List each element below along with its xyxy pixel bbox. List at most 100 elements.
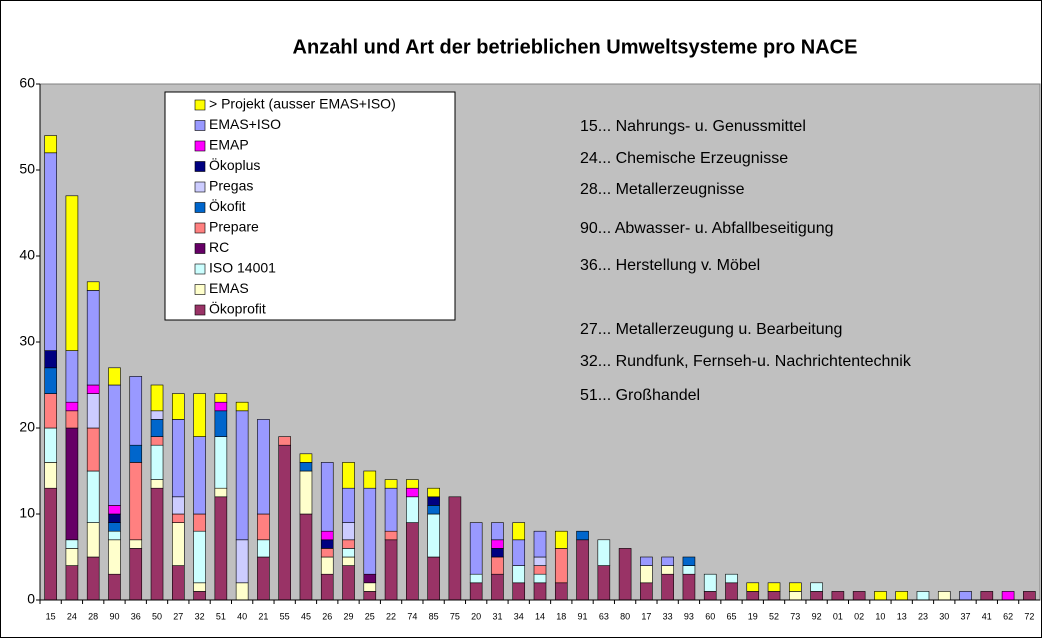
- bar-segment: [703, 573, 717, 592]
- x-tick-label: 36: [131, 611, 141, 621]
- bar-segment: [86, 427, 100, 472]
- bar-segment: [150, 436, 164, 446]
- annotation: 32... Rundfunk, Fernseh-u. Nachrichtente…: [580, 353, 912, 370]
- bar-segment: [257, 419, 270, 515]
- legend-swatch: [194, 181, 206, 193]
- bar-segment: [661, 565, 674, 575]
- bar-segment: [363, 573, 377, 584]
- bar-segment: [554, 548, 568, 584]
- bar-segment: [491, 522, 504, 541]
- bar-segment: [363, 591, 377, 601]
- legend-label: Ökoplus: [209, 156, 260, 173]
- legend-swatch: [194, 222, 206, 234]
- bar-segment: [65, 548, 79, 566]
- bar-segment: [193, 591, 206, 601]
- x-tick-label: 28: [88, 611, 98, 621]
- bar-segment: [171, 419, 185, 498]
- bar-segment: [725, 573, 738, 584]
- x-tick-label: 20: [471, 611, 481, 621]
- bar-segment: [129, 444, 143, 463]
- x-tick-label: 34: [514, 611, 524, 621]
- bar-segment: [597, 539, 611, 566]
- legend-swatch: [194, 202, 206, 213]
- bar-segment: [533, 565, 547, 575]
- legend-swatch: [194, 120, 206, 131]
- bar-segment: [86, 522, 100, 558]
- bar-segment: [554, 582, 568, 601]
- bar-segment: [533, 582, 547, 601]
- bar-segment: [448, 496, 462, 601]
- x-tick-label: 31: [492, 611, 502, 621]
- bar-segment: [1001, 591, 1015, 601]
- legend-swatch: [194, 243, 206, 254]
- bar-segment: [65, 195, 79, 351]
- x-tick-label: 45: [301, 611, 311, 621]
- bar-segment: [235, 539, 249, 584]
- bar-segment: [895, 591, 909, 601]
- bar-segment: [320, 573, 334, 601]
- bar-segment: [469, 522, 483, 575]
- x-tick-label: 01: [833, 611, 843, 621]
- bar-segment: [746, 582, 760, 592]
- x-tick-label: 65: [726, 611, 736, 621]
- bar-segment: [193, 436, 206, 515]
- legend-label: Ökoprofit: [209, 300, 266, 317]
- bar-segment: [171, 522, 185, 566]
- x-tick-label: 93: [684, 611, 694, 621]
- x-tick-label: 72: [1024, 611, 1034, 621]
- bar-segment: [65, 410, 79, 429]
- bar-segment: [86, 290, 100, 386]
- x-tick-label: 15: [46, 611, 56, 621]
- bar-segment: [597, 565, 611, 601]
- bar-segment: [193, 513, 206, 532]
- bar-segment: [469, 573, 483, 584]
- bar-segment: [86, 384, 100, 394]
- bar-segment: [86, 556, 100, 601]
- bar-segment: [959, 591, 972, 601]
- bar-segment: [214, 393, 228, 403]
- bar-segment: [299, 470, 313, 515]
- bar-segment: [342, 487, 355, 523]
- bar-segment: [491, 539, 504, 549]
- bar-segment: [171, 393, 185, 420]
- bar-segment: [427, 505, 440, 515]
- bar-segment: [469, 582, 483, 601]
- x-tick-label: 74: [407, 611, 417, 621]
- annotation: 27... Metallerzeugung u. Bearbeitung: [580, 321, 842, 338]
- bar-segment: [384, 530, 398, 541]
- annotation: 15... Nahrungs- u. Genussmittel: [580, 118, 806, 135]
- x-tick-label: 75: [450, 611, 460, 621]
- annotation: 51... Großhandel: [580, 387, 700, 404]
- x-tick-label: 50: [152, 611, 162, 621]
- x-tick-label: 90: [109, 611, 119, 621]
- bar-segment: [384, 479, 398, 489]
- x-tick-label: 62: [1003, 611, 1013, 621]
- y-tick-label: 60: [19, 75, 35, 91]
- bar-segment: [257, 556, 270, 601]
- bar-segment: [214, 401, 228, 412]
- bar-segment: [533, 530, 547, 558]
- x-tick-label: 23: [918, 611, 928, 621]
- bar-segment: [150, 444, 164, 480]
- bar-segment: [342, 548, 355, 558]
- bar-segment: [108, 522, 121, 532]
- bar-segment: [44, 152, 57, 351]
- bar-segment: [320, 556, 334, 575]
- bar-segment: [44, 487, 57, 601]
- bar-segment: [108, 384, 121, 506]
- x-tick-label: 02: [854, 611, 864, 621]
- legend-label: ISO 14001: [209, 260, 276, 276]
- bar-segment: [108, 573, 121, 601]
- bar-segment: [235, 410, 249, 541]
- bar-segment: [108, 505, 121, 515]
- bar-segment: [491, 548, 504, 558]
- x-tick-label: 21: [258, 611, 268, 621]
- bar-segment: [852, 591, 866, 601]
- x-tick-label: 22: [386, 611, 396, 621]
- y-tick-label: 0: [27, 591, 35, 607]
- bar-segment: [512, 539, 526, 566]
- bar-segment: [65, 350, 79, 403]
- x-tick-label: 51: [216, 611, 226, 621]
- bar-segment: [406, 487, 419, 498]
- bar-segment: [150, 410, 164, 420]
